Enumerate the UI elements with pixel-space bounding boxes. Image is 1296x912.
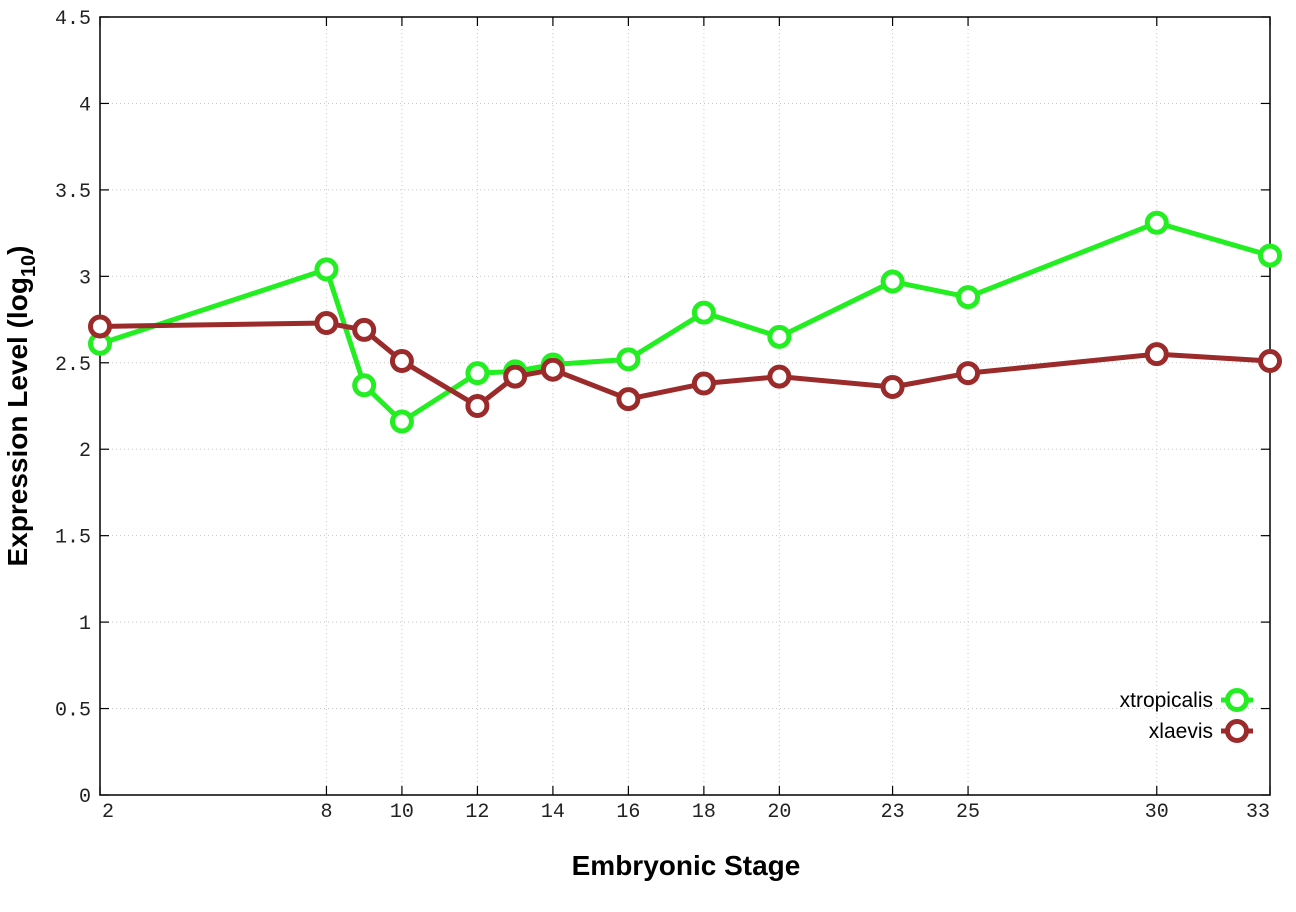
y-tick-label: 3.5 bbox=[55, 181, 91, 204]
x-tick-label: 14 bbox=[541, 801, 565, 824]
x-tick-label: 2 bbox=[102, 801, 114, 824]
y-tick-label: 4.5 bbox=[55, 8, 91, 31]
plot-frame bbox=[99, 16, 1271, 796]
x-tick-label: 33 bbox=[1246, 801, 1270, 824]
x-axis-title: Embryonic Stage bbox=[572, 850, 801, 881]
y-axis-title: Expression Level (log10) bbox=[2, 246, 40, 567]
y-axis-title-close: ) bbox=[2, 246, 33, 255]
data-point-xlaevis bbox=[616, 387, 641, 412]
series-group bbox=[88, 210, 1282, 434]
grid-lines bbox=[100, 17, 1270, 795]
y-tick-label: 3 bbox=[79, 267, 91, 290]
data-point-xlaevis bbox=[691, 371, 716, 396]
data-point-xtropicalis bbox=[1144, 210, 1169, 235]
x-tick-label: 12 bbox=[465, 801, 489, 824]
legend-label: xtropicalis bbox=[1120, 689, 1213, 712]
data-point-xtropicalis bbox=[767, 324, 792, 349]
data-point-xtropicalis bbox=[352, 373, 377, 398]
y-tick-label: 2.5 bbox=[55, 354, 91, 377]
data-point-xtropicalis bbox=[956, 285, 981, 310]
x-tick-label: 8 bbox=[320, 801, 332, 824]
x-tick-label: 18 bbox=[692, 801, 716, 824]
x-tick-label: 30 bbox=[1145, 801, 1169, 824]
data-point-xtropicalis bbox=[691, 300, 716, 325]
data-point-xtropicalis bbox=[616, 347, 641, 372]
x-tick-label: 25 bbox=[956, 801, 980, 824]
data-point-xtropicalis bbox=[465, 361, 490, 386]
series-line-xlaevis bbox=[99, 320, 1271, 409]
data-point-xlaevis bbox=[1144, 342, 1169, 367]
x-tick-label: 16 bbox=[616, 801, 640, 824]
data-point-xlaevis bbox=[503, 364, 528, 389]
data-point-xlaevis bbox=[465, 394, 490, 418]
data-point-xlaevis bbox=[956, 361, 981, 386]
y-tick-label: 0.5 bbox=[55, 700, 91, 723]
data-point-xtropicalis bbox=[389, 409, 414, 434]
legend-swatch-marker bbox=[1225, 688, 1249, 712]
data-point-xtropicalis bbox=[1258, 243, 1282, 268]
x-tick-label: 23 bbox=[881, 801, 905, 824]
legend-swatch-marker bbox=[1225, 719, 1249, 743]
y-axis-title-subscript: 10 bbox=[18, 255, 40, 277]
legend: xtropicalis xlaevis bbox=[1120, 688, 1253, 743]
y-tick-label: 2 bbox=[79, 440, 91, 463]
y-tick-label: 1.5 bbox=[55, 527, 91, 550]
y-tick-label: 4 bbox=[79, 94, 91, 117]
y-tick-label: 1 bbox=[79, 613, 91, 636]
data-point-xtropicalis bbox=[314, 257, 339, 282]
data-point-xlaevis bbox=[314, 311, 339, 336]
data-point-xlaevis bbox=[540, 357, 565, 382]
legend-label: xlaevis bbox=[1149, 720, 1213, 743]
data-point-xtropicalis bbox=[880, 269, 905, 294]
y-tick-label: 0 bbox=[79, 786, 91, 809]
data-point-xlaevis bbox=[389, 349, 414, 374]
x-tick-label: 10 bbox=[390, 801, 414, 824]
data-point-xlaevis bbox=[767, 364, 792, 389]
series-xlaevis bbox=[88, 311, 1282, 418]
data-point-xlaevis bbox=[88, 314, 112, 339]
data-point-xlaevis bbox=[880, 374, 905, 399]
data-point-xlaevis bbox=[1258, 349, 1282, 374]
axis-ticks: 0 0.5 1 1.5 2 2.5 3 3.5 4 4.5 2 8 10 12 14 16 18 20 23 25 30… bbox=[55, 8, 1271, 824]
x-tick-label: 20 bbox=[767, 801, 791, 824]
y-axis-title-main: Expression Level (log bbox=[2, 277, 33, 566]
data-point-xlaevis bbox=[352, 317, 377, 342]
